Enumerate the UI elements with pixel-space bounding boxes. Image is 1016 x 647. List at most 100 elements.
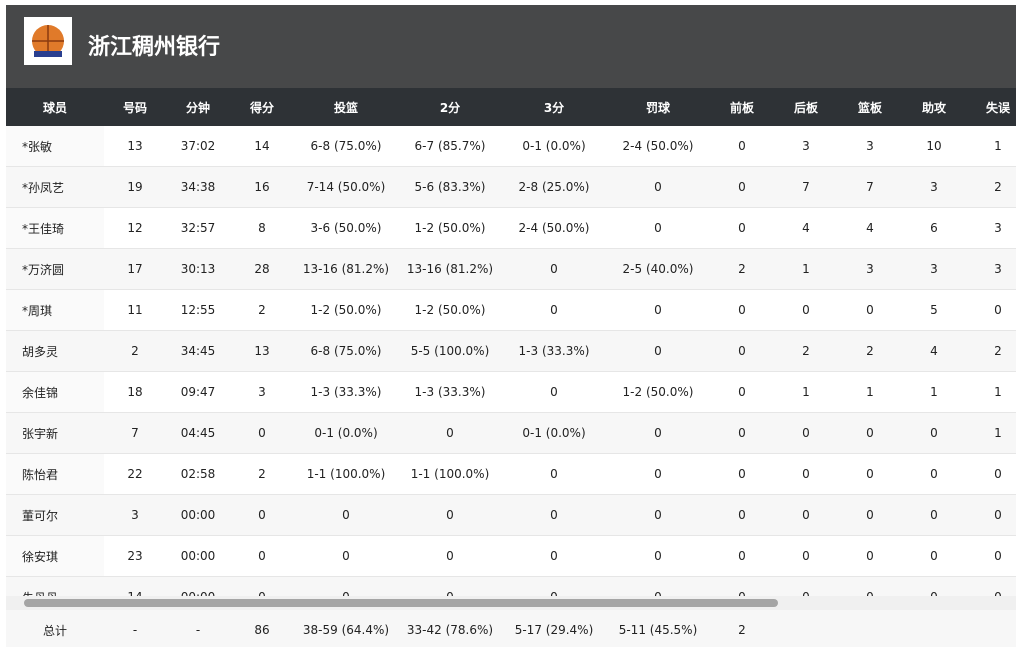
- stat-cell: 2-8 (25.0%): [502, 166, 606, 208]
- stat-cell: 0: [502, 494, 606, 536]
- column-header[interactable]: 前板: [710, 88, 774, 126]
- stat-cell: 0-1 (0.0%): [502, 412, 606, 454]
- total-cell: 5-17 (29.4%): [502, 612, 606, 647]
- stat-cell: 0: [710, 126, 774, 167]
- scroll-thumb[interactable]: [24, 599, 778, 607]
- stat-cell: 1-2 (50.0%): [606, 371, 710, 413]
- stat-cell: 0: [294, 535, 398, 577]
- column-header[interactable]: 罚球: [606, 88, 710, 126]
- column-header[interactable]: 后板: [774, 88, 838, 126]
- column-header[interactable]: 球员: [6, 88, 104, 126]
- player-name: *王佳琦: [6, 207, 104, 249]
- stat-cell: 0: [230, 535, 294, 577]
- stat-cell: 28: [230, 248, 294, 290]
- stat-cell: 00:00: [166, 535, 230, 577]
- stat-cell: 13-16 (81.2%): [398, 248, 502, 290]
- stat-cell: 1: [838, 371, 902, 413]
- player-name: 胡多灵: [6, 330, 104, 372]
- stat-cell: 2-4 (50.0%): [502, 207, 606, 249]
- stat-cell: 4: [774, 207, 838, 249]
- stat-cell: 6-8 (75.0%): [294, 330, 398, 372]
- player-row: 余佳锦 18 09:47 3 1-3 (33.3%) 1-3 (33.3%) 0 1-2 (5…: [6, 371, 1016, 413]
- total-cell: 38-59 (64.4%): [294, 612, 398, 647]
- player-row: *孙凤艺 19 34:38 16 7-14 (50.0%) 5-6 (83.3%) 2-8 …: [6, 166, 1016, 208]
- column-header[interactable]: 3分: [502, 88, 606, 126]
- player-name: *孙凤艺: [6, 166, 104, 208]
- stat-cell: 17: [104, 248, 166, 290]
- player-name: *张敏: [6, 126, 104, 167]
- stat-cell: 4: [838, 207, 902, 249]
- column-header[interactable]: 得分: [230, 88, 294, 126]
- stat-cell: 4: [902, 330, 966, 372]
- stat-cell: 1: [966, 412, 1016, 454]
- column-header[interactable]: 投篮: [294, 88, 398, 126]
- player-name: 陈怡君: [6, 453, 104, 495]
- stat-cell: 0: [838, 453, 902, 495]
- column-header[interactable]: 篮板: [838, 88, 902, 126]
- team-title: 浙江稠州银行: [88, 35, 221, 60]
- stat-cell: 0: [902, 535, 966, 577]
- stat-cell: 34:45: [166, 330, 230, 372]
- stat-cell: 1: [966, 126, 1016, 167]
- stat-cell: 0: [838, 412, 902, 454]
- stat-cell: 22: [104, 453, 166, 495]
- stat-cell: 30:13: [166, 248, 230, 290]
- stat-cell: 1: [774, 248, 838, 290]
- player-row: 陈怡君 22 02:58 2 1-1 (100.0%) 1-1 (100.0%) 0 0 0 0 0…: [6, 453, 1016, 495]
- stat-cell: 0: [774, 412, 838, 454]
- stat-cell: 2-4 (50.0%): [606, 126, 710, 167]
- total-cell: -: [166, 612, 230, 647]
- column-header[interactable]: 号码: [104, 88, 166, 126]
- column-header[interactable]: 分钟: [166, 88, 230, 126]
- stat-cell: 0: [710, 412, 774, 454]
- stat-cell: 13: [104, 126, 166, 167]
- stat-cell: 0: [294, 494, 398, 536]
- stats-table: 球员 号码 分钟 得分 投篮 2分 3分 罚球 前板 后板 篮板 助攻 失误 *张敏 13 37:02 14 6…: [6, 88, 1016, 618]
- stat-cell: 0: [398, 412, 502, 454]
- column-header[interactable]: 2分: [398, 88, 502, 126]
- total-cell: 5-11 (45.5%): [606, 612, 710, 647]
- stat-cell: 6: [902, 207, 966, 249]
- stat-cell: 3: [902, 166, 966, 208]
- stat-cell: 1-3 (33.3%): [294, 371, 398, 413]
- player-row: *王佳琦 12 32:57 8 3-6 (50.0%) 1-2 (50.0%) 2-4 (5…: [6, 207, 1016, 249]
- column-header[interactable]: 助攻: [902, 88, 966, 126]
- stat-cell: 3: [966, 207, 1016, 249]
- stat-cell: 32:57: [166, 207, 230, 249]
- stat-cell: 2: [230, 289, 294, 331]
- stat-cell: 0: [502, 248, 606, 290]
- stat-cell: 11: [104, 289, 166, 331]
- column-header[interactable]: 失误: [966, 88, 1016, 126]
- stat-cell: 0: [710, 371, 774, 413]
- stat-cell: 23: [104, 535, 166, 577]
- stat-cell: 0: [502, 371, 606, 413]
- stat-cell: 0: [606, 207, 710, 249]
- stat-cell: 0: [774, 453, 838, 495]
- total-cell-hidden: [966, 612, 1016, 647]
- player-row: 张宇新 7 04:45 0 0-1 (0.0%) 0 0-1 (0.0%) 0 0 0 0 0 1: [6, 412, 1016, 454]
- total-cell-hidden: [902, 612, 966, 647]
- stat-cell: 1: [966, 371, 1016, 413]
- stat-cell: 02:58: [166, 453, 230, 495]
- stat-cell: 0: [606, 412, 710, 454]
- stat-cell: 0: [710, 207, 774, 249]
- stat-cell: 1-2 (50.0%): [294, 289, 398, 331]
- scrollbar[interactable]: [6, 596, 1016, 610]
- totals-table: 总计 - -86 38-59 (64.4%) 33-42 (78.6%) 5-17 (29…: [6, 612, 1016, 647]
- stat-cell: 1-3 (33.3%): [502, 330, 606, 372]
- stat-cell: 2: [230, 453, 294, 495]
- stat-cell: 0: [838, 289, 902, 331]
- stat-cell: 0: [966, 535, 1016, 577]
- stat-cell: 19: [104, 166, 166, 208]
- stat-cell: 37:02: [166, 126, 230, 167]
- stat-cell: 2: [104, 330, 166, 372]
- stat-cell: 0: [774, 289, 838, 331]
- stat-cell: 0: [710, 494, 774, 536]
- stat-cell: 6-8 (75.0%): [294, 126, 398, 167]
- stat-cell: 1-2 (50.0%): [398, 289, 502, 331]
- stat-cell: 12: [104, 207, 166, 249]
- total-cell: 总计: [6, 612, 104, 647]
- stat-cell: 14: [230, 126, 294, 167]
- stat-cell: 2: [710, 248, 774, 290]
- player-row: 董可尔 3 00:00 0 0 0 0 0 0 0 0 0 0: [6, 494, 1016, 536]
